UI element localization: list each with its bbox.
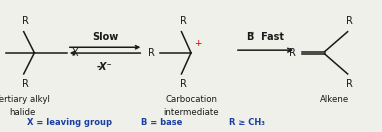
Text: X: X <box>71 48 78 58</box>
Text: Slow: Slow <box>92 32 118 42</box>
Text: R: R <box>22 16 29 26</box>
Text: R: R <box>148 48 155 58</box>
Text: R: R <box>346 79 353 89</box>
Text: B = base: B = base <box>141 118 183 127</box>
Text: halide: halide <box>10 108 36 117</box>
Text: Carbocation: Carbocation <box>165 95 217 103</box>
Text: Tertiary alkyl: Tertiary alkyl <box>0 95 50 103</box>
Text: R: R <box>346 16 353 26</box>
Text: +: + <box>194 39 202 48</box>
Text: X = leaving group: X = leaving group <box>27 118 112 127</box>
Text: R: R <box>180 16 187 26</box>
Text: Alkene: Alkene <box>320 95 349 103</box>
Text: R: R <box>289 48 296 58</box>
Text: R: R <box>22 79 29 89</box>
Text: R ≥ CH₃: R ≥ CH₃ <box>229 118 265 127</box>
Text: -X⁻: -X⁻ <box>97 62 113 72</box>
Text: B̈  Fast: B̈ Fast <box>247 32 284 42</box>
Text: R: R <box>180 79 187 89</box>
Text: intermediate: intermediate <box>163 108 219 117</box>
